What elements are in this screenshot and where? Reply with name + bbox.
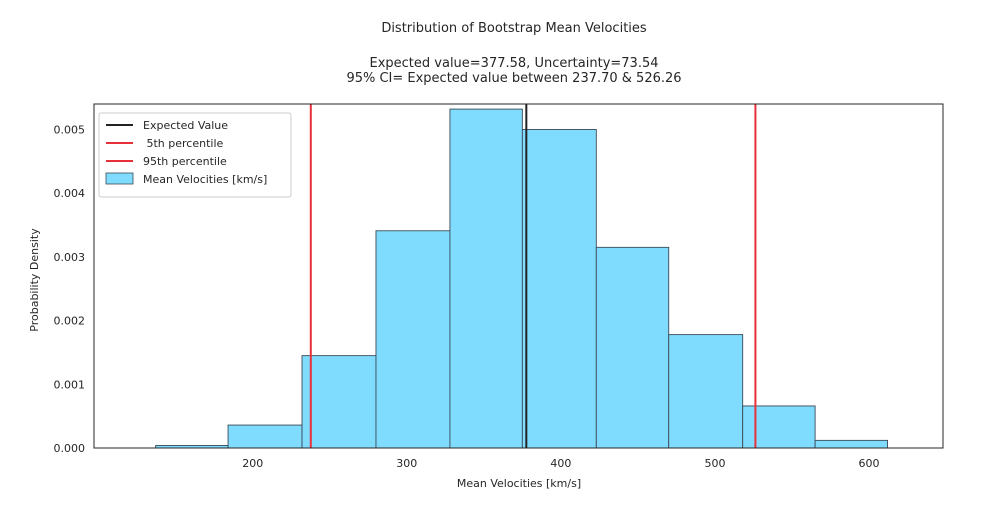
y-tick-label: 0.003 [54, 251, 86, 264]
legend-label-95th-percentile: 95th percentile [143, 155, 227, 168]
histogram-bar [742, 405, 816, 449]
histogram-bar [301, 355, 377, 449]
y-tick-label: 0.004 [54, 187, 86, 200]
histogram-bar [449, 108, 523, 449]
histogram-bar [595, 246, 670, 449]
legend-label-histogram: Mean Velocities [km/s] [143, 173, 267, 186]
legend-box [98, 112, 292, 198]
histogram-bar [227, 424, 303, 449]
legend-swatch-histogram [105, 172, 134, 185]
x-axis-label: Mean Velocities [km/s] [457, 477, 581, 490]
histogram-bar [521, 129, 597, 449]
x-tick-label: 500 [704, 457, 725, 470]
x-tick-label: 300 [396, 457, 417, 470]
histogram-bar [668, 334, 744, 449]
histogram-bar [814, 439, 888, 449]
chart-subtitle-line1: Expected value=377.58, Uncertainty=73.54 [370, 56, 659, 71]
legend: Expected Value 5th percentile 95th perce… [98, 112, 292, 198]
plot-frame [93, 103, 944, 449]
chart-title: Distribution of Bootstrap Mean Velocitie… [381, 21, 647, 36]
legend-label-expected-value: Expected Value [143, 119, 228, 132]
x-axis-ticks: 200 300 400 500 600 [242, 457, 879, 470]
legend-label-5th-percentile: 5th percentile [143, 137, 224, 150]
x-tick-label: 600 [859, 457, 880, 470]
y-tick-label: 0.001 [54, 378, 86, 391]
y-tick-label: 0.002 [54, 315, 86, 328]
x-tick-label: 200 [242, 457, 263, 470]
histogram-bars [155, 108, 888, 449]
chart-subtitle-line2: 95% CI= Expected value between 237.70 & … [346, 71, 681, 86]
x-tick-label: 400 [550, 457, 571, 470]
y-axis-label: Probability Density [28, 228, 41, 332]
y-axis-ticks: 0.000 0.001 0.002 0.003 0.004 0.005 [54, 123, 86, 455]
reference-lines [309, 104, 757, 448]
histogram-bar [375, 230, 451, 449]
y-tick-label: 0.000 [54, 442, 86, 455]
y-tick-label: 0.005 [54, 123, 86, 136]
